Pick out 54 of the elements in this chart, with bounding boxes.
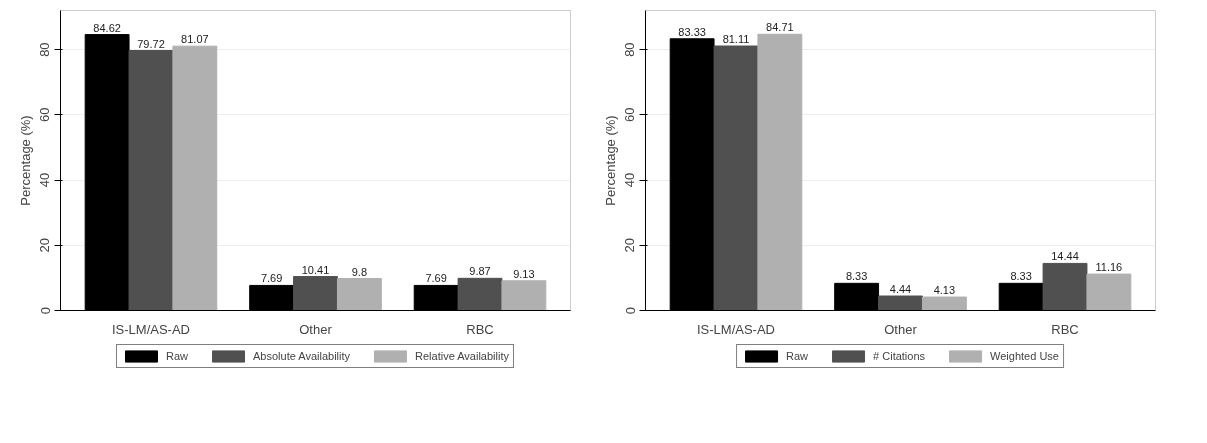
data-label: 83.33: [678, 25, 706, 38]
bar: [293, 276, 338, 311]
data-label: 81.11: [722, 33, 750, 46]
x-tick-label: IS-LM/AS-AD: [696, 321, 775, 337]
legend-label: Raw: [786, 350, 809, 362]
x-tick-label: Other: [884, 321, 918, 337]
x-tick-label: RBC: [1051, 321, 1079, 337]
y-axis-title: Percentage (%): [602, 115, 618, 206]
y-tick-label: 0: [37, 306, 53, 315]
bar: [921, 296, 967, 311]
y-tick-label: 80: [37, 42, 53, 57]
y-tick-label: 0: [622, 306, 638, 315]
bar: [1086, 273, 1132, 311]
data-label: 10.41: [301, 263, 330, 276]
legend-label: # Citations: [873, 350, 926, 362]
data-label: 4.44: [889, 283, 912, 296]
data-label: 9.87: [469, 265, 491, 278]
data-label: 4.13: [933, 284, 956, 297]
x-tick-label: IS-LM/AS-AD: [111, 321, 190, 337]
data-label: 84.62: [93, 21, 121, 34]
data-label: 9.13: [513, 267, 535, 280]
y-axis-title: Percentage (%): [17, 115, 33, 206]
legend-label: Relative Availability: [415, 350, 510, 362]
y-tick-label: 40: [622, 172, 638, 188]
bar: [457, 277, 503, 311]
bar: [336, 278, 382, 311]
data-label: 11.16: [1095, 261, 1123, 274]
legend-label: Absolute Availability: [253, 350, 351, 362]
data-label: 9.8: [351, 265, 368, 278]
y-tick-label: 40: [37, 172, 53, 188]
x-tick-label: Other: [299, 321, 333, 337]
bar: [713, 45, 759, 311]
y-tick-label: 60: [37, 107, 53, 123]
y-tick-label: 20: [622, 238, 638, 253]
bar: [878, 295, 923, 311]
bar: [172, 45, 218, 311]
data-label: 79.72: [137, 37, 165, 50]
y-tick-label: 80: [622, 42, 638, 57]
bar: [128, 50, 174, 311]
x-tick-label: RBC: [466, 321, 494, 337]
data-label: 8.33: [845, 270, 868, 283]
y-tick-label: 60: [622, 107, 638, 123]
y-tick-label: 20: [37, 238, 53, 253]
legend-label: Weighted Use: [990, 350, 1059, 362]
data-label: 84.71: [766, 21, 794, 34]
data-label: 8.33: [1010, 270, 1032, 283]
bar: [757, 33, 803, 311]
data-label: 14.44: [1051, 250, 1079, 263]
bar: [501, 280, 547, 311]
legend-label: Raw: [165, 350, 189, 362]
bar: [1042, 262, 1088, 311]
data-label: 7.69: [425, 272, 447, 285]
data-label: 81.07: [181, 33, 209, 46]
data-label: 7.69: [260, 272, 283, 285]
